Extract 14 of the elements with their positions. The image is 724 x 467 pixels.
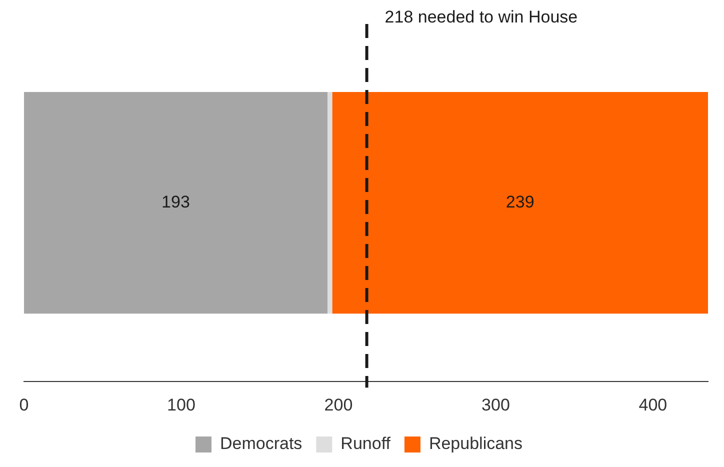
legend-label: Democrats <box>220 434 302 454</box>
legend-label: Republicans <box>428 434 523 454</box>
x-tick-label: 300 <box>482 395 510 414</box>
x-tick-label: 400 <box>638 395 668 414</box>
legend-label: Runoff <box>340 434 391 454</box>
ref-line-label: 218 needed to win House <box>384 8 578 27</box>
x-tick-label: 0 <box>19 395 29 414</box>
x-tick-label: 100 <box>167 395 196 414</box>
bar <box>24 92 328 314</box>
x-tick-label: 200 <box>324 395 353 414</box>
data-label: 239 <box>506 192 534 212</box>
data-label: 193 <box>162 192 190 212</box>
bar <box>327 92 332 314</box>
bar <box>332 92 708 314</box>
